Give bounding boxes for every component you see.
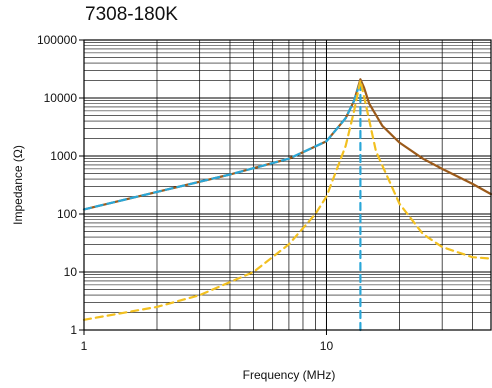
series-line-4	[82, 79, 492, 321]
plot-border	[83, 39, 492, 331]
y-tick-label: 1000	[50, 149, 77, 163]
y-tick-label: 100	[57, 207, 77, 221]
x-tick-label: 1	[81, 339, 88, 353]
y-tick-label: 10	[64, 265, 78, 279]
series-line-2	[82, 80, 362, 211]
y-axis-ticks: 1 10 100 1000 10000 100000	[37, 33, 84, 337]
x-axis-ticks: 1 10	[81, 330, 334, 353]
series-group	[82, 78, 492, 332]
plot-frame	[83, 39, 492, 331]
chart-title: 7308-180K	[85, 4, 178, 25]
x-tick-label: 10	[320, 339, 334, 353]
y-axis-label: Impedance (Ω)	[11, 145, 25, 225]
y-tick-label: 100000	[37, 33, 77, 47]
series-line-1	[82, 78, 492, 211]
y-tick-label: 1	[70, 323, 77, 337]
y-tick-label: 10000	[44, 91, 78, 105]
grid	[83, 40, 491, 331]
x-axis-label: Frequency (MHz)	[243, 368, 336, 382]
